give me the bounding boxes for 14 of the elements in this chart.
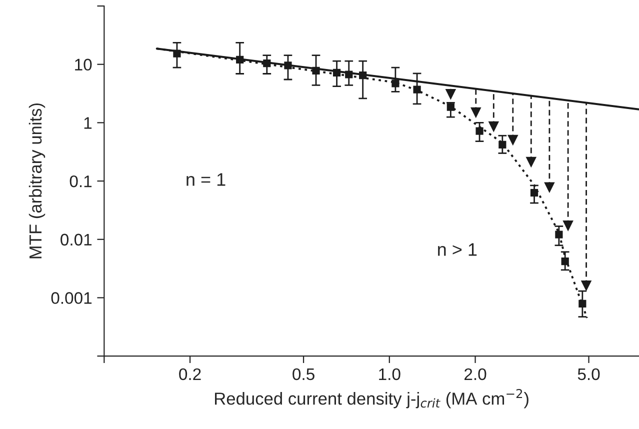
y-tick-label: 1	[84, 117, 92, 129]
x-tick-label: 0.2	[179, 368, 201, 380]
x-tick-label: 0.5	[292, 368, 314, 380]
y-tick-label: 10	[75, 58, 92, 71]
y-axis-title: MTF (arbitrary units)	[28, 103, 46, 258]
x-tick-label: 2.0	[464, 368, 486, 380]
annotation: n > 1	[438, 243, 477, 256]
x-tick-label: 5.0	[578, 368, 600, 380]
y-tick-label: 0.1	[70, 175, 92, 188]
y-tick-label: 0.01	[60, 234, 92, 246]
x-axis-title: Reduced current density j-j$_{crit}$ (MA cm$^{−2}$)	[215, 388, 528, 408]
annotation: n = 1	[186, 173, 226, 186]
y-tick-label: 0.001	[51, 292, 92, 304]
x-tick-label: 1.0	[379, 368, 400, 380]
